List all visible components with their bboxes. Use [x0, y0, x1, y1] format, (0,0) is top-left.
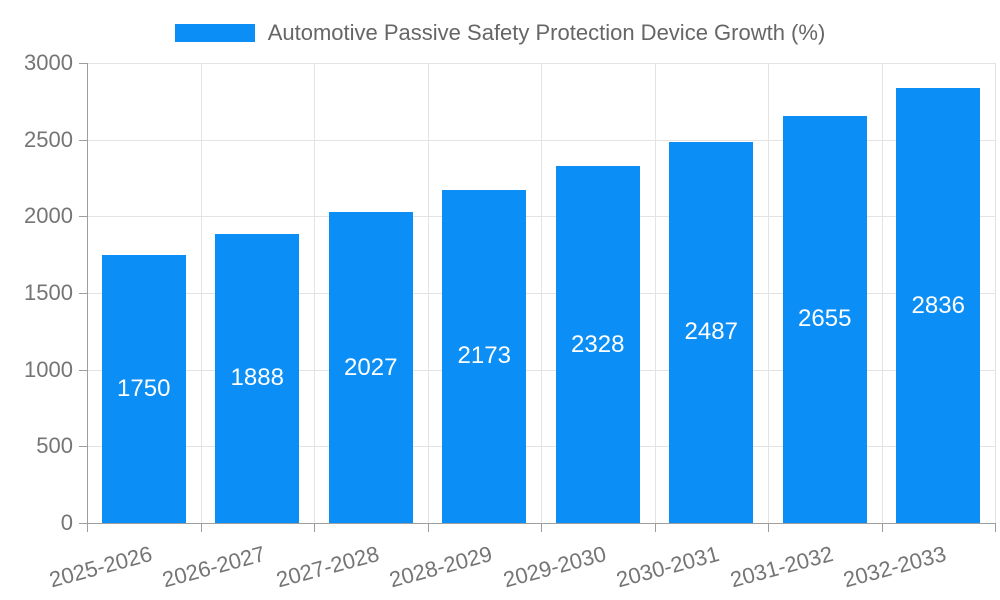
y-axis-tick: [79, 63, 87, 64]
bar-value-label: 1750: [117, 374, 171, 402]
x-axis-tick: [200, 523, 202, 532]
y-axis-tick: [79, 446, 87, 448]
y-axis-tick-label: 3000: [24, 50, 73, 75]
y-axis-tick: [79, 293, 87, 294]
x-gridline: [541, 63, 542, 523]
y-axis-tick: [79, 523, 87, 524]
bar: [896, 88, 981, 523]
x-gridline: [995, 63, 996, 523]
x-gridline: [200, 63, 202, 523]
x-gridline: [314, 63, 315, 523]
x-axis-tick-label: 2029-2030: [500, 541, 609, 593]
bar: [101, 254, 186, 523]
x-axis-tick-label: 2026-2027: [159, 541, 268, 593]
y-axis-tick-label: 1500: [24, 280, 73, 305]
x-gridline: [881, 63, 883, 523]
x-axis-tick: [881, 523, 883, 532]
bar-value-label: 1888: [230, 364, 284, 392]
bar: [215, 233, 300, 523]
x-axis-tick-label: 2028-2029: [386, 541, 495, 593]
bar: [442, 189, 527, 523]
bar-value-label: 2027: [344, 353, 398, 381]
x-axis-tick-label: 2025-2026: [46, 541, 155, 593]
y-axis-tick-label: 2000: [24, 203, 73, 229]
bar: [782, 115, 867, 523]
x-axis-line: [87, 523, 995, 524]
x-gridline: [654, 63, 656, 523]
bar-value-label: 2173: [457, 342, 511, 370]
bar-value-label: 2328: [571, 330, 625, 358]
y-axis-tick: [79, 369, 87, 371]
x-axis-tick: [314, 523, 315, 532]
y-axis-tick-label: 2500: [24, 126, 73, 152]
x-axis-tick: [995, 523, 996, 532]
y-axis-tick-label: 500: [36, 433, 73, 459]
bar: [328, 212, 413, 523]
x-axis-tick: [768, 523, 769, 532]
x-axis-tick: [541, 523, 542, 532]
legend-label: Automotive Passive Safety Protection Dev…: [267, 20, 826, 45]
x-axis-tick-label: 2030-2031: [613, 541, 722, 593]
y-axis-line: [87, 63, 88, 532]
legend-marker-swatch: [174, 24, 255, 42]
x-axis-tick-label: 2027-2028: [273, 541, 382, 593]
bar-value-label: 2487: [684, 318, 738, 346]
legend-item[interactable]: Automotive Passive Safety Protection Dev…: [174, 20, 826, 46]
y-axis-tick-label: 1000: [24, 356, 73, 382]
legend: Automotive Passive Safety Protection Dev…: [0, 20, 1000, 46]
x-gridline: [768, 63, 769, 523]
y-axis-tick-label: 0: [60, 510, 73, 535]
y-axis-tick: [79, 139, 87, 141]
x-axis-tick-label: 2032-2033: [840, 541, 949, 593]
x-axis-tick-label: 2031-2032: [727, 541, 836, 593]
bar: [669, 141, 754, 523]
bar: [555, 166, 640, 523]
bar-value-label: 2836: [911, 291, 965, 319]
bar-value-label: 2655: [798, 305, 852, 333]
y-axis-tick: [79, 216, 87, 218]
x-gridline: [427, 63, 429, 523]
x-axis-tick: [654, 523, 656, 532]
x-axis-tick: [427, 523, 429, 532]
